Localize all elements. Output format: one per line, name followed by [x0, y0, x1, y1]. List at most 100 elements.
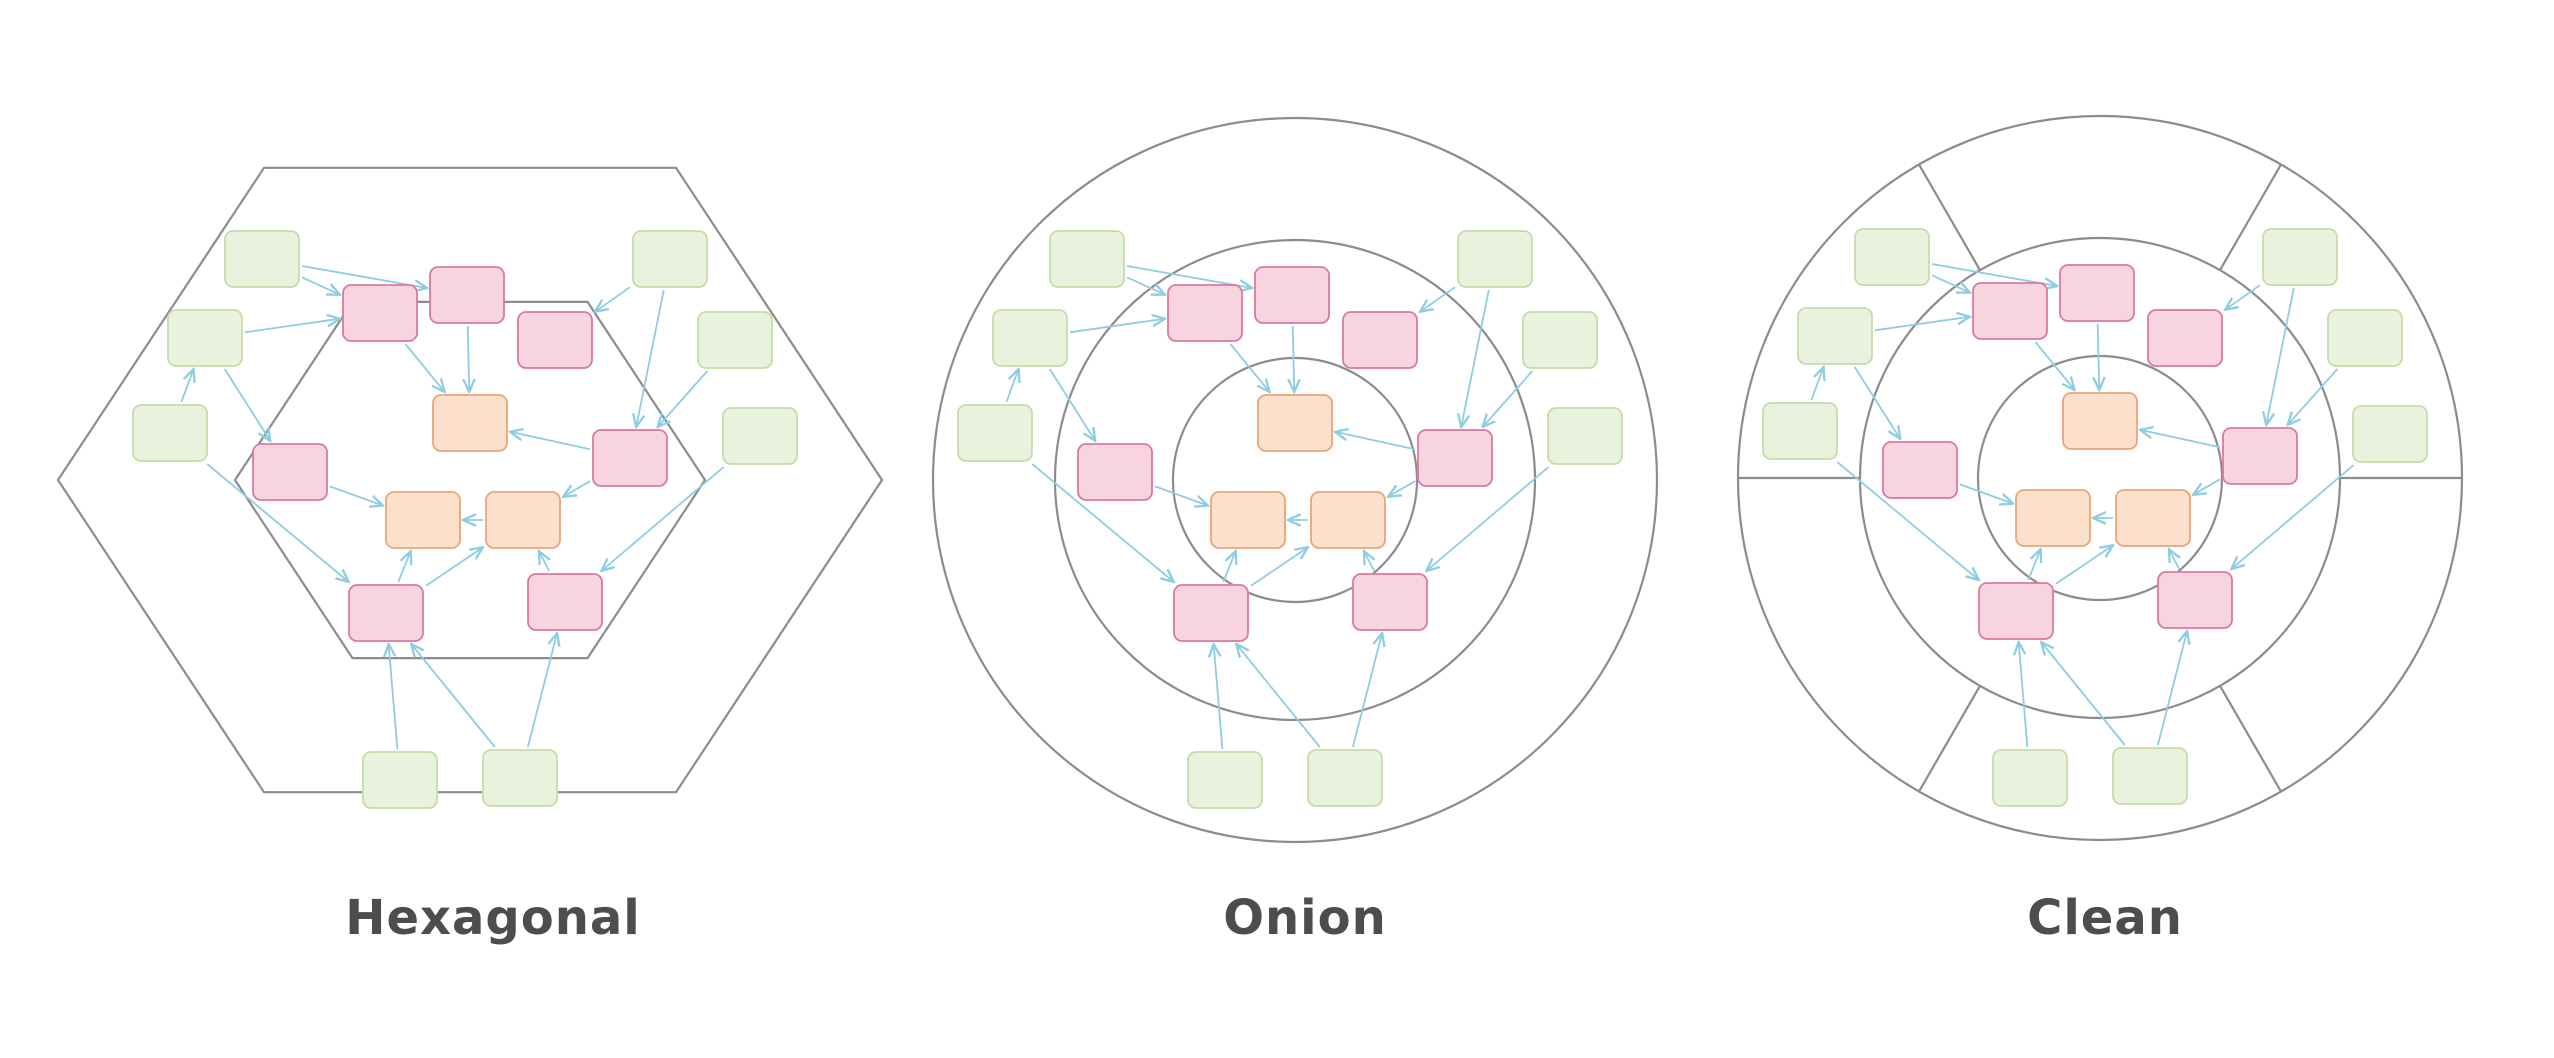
dependency-arrow: [2193, 478, 2221, 495]
service-box: [252, 443, 328, 501]
dependency-arrow: [1069, 319, 1165, 334]
dependency-arrow: [1229, 343, 1269, 392]
dependency-arrow: [1836, 461, 1979, 580]
dependency-arrow: [1293, 325, 1295, 392]
hexagonal-diagram: [56, 166, 884, 809]
service-box: [2147, 309, 2223, 367]
adapter-box: [2262, 228, 2338, 286]
dependency-arrow: [397, 551, 410, 583]
inner-ring: [1171, 356, 1419, 604]
adapter-box: [1049, 230, 1125, 288]
dependency-arrow: [658, 370, 709, 427]
dependency-arrow: [601, 466, 725, 571]
dependency-arrow: [1426, 466, 1550, 571]
ring-segment-divider: [1918, 685, 1981, 793]
middle-ring: [1053, 238, 1537, 722]
service-box: [592, 429, 668, 487]
ring-segment-divider: [2219, 163, 2282, 271]
adapter-box: [632, 230, 708, 288]
dependency-arrow: [1236, 644, 1321, 748]
adapter-box: [1187, 751, 1263, 809]
dependency-arrow: [1335, 432, 1416, 451]
service-box: [1972, 282, 2048, 340]
adapter-box: [132, 404, 208, 462]
adapter-box: [1797, 307, 1873, 365]
service-box: [342, 284, 418, 342]
adapter-box: [697, 311, 773, 369]
dependency-arrow: [2288, 368, 2339, 425]
dependency-arrow: [1364, 551, 1374, 572]
dependency-arrow: [1874, 317, 1970, 332]
dependency-arrow: [1959, 483, 2013, 503]
dependency-arrow: [539, 551, 549, 572]
dependency-arrow: [595, 286, 631, 312]
domain-box: [1257, 394, 1333, 452]
dependency-arrow: [636, 289, 665, 427]
adapter-box: [224, 230, 300, 288]
dependency-arrow: [2225, 284, 2261, 310]
service-box: [1352, 573, 1428, 631]
service-box: [348, 584, 424, 642]
dependency-arrow: [2019, 642, 2029, 748]
dependency-arrow: [468, 325, 470, 392]
service-box: [2222, 427, 2298, 485]
domain-box: [2062, 392, 2138, 450]
service-box: [517, 311, 593, 369]
dependency-arrow: [2027, 549, 2040, 581]
dependency-arrow: [2034, 341, 2074, 390]
adapter-box: [1547, 407, 1623, 465]
domain-box: [485, 491, 561, 549]
adapter-box: [1522, 311, 1598, 369]
dependency-arrow: [206, 463, 349, 582]
service-box: [1254, 266, 1330, 324]
dependency-arrow: [1931, 274, 1970, 292]
service-box: [1077, 443, 1153, 501]
dependency-arrow: [1810, 367, 1823, 401]
adapter-box: [2327, 309, 2403, 367]
dependency-arrow: [2169, 549, 2179, 570]
dependency-arrow: [1483, 370, 1534, 427]
ring-segment-divider: [2219, 685, 2282, 793]
dependency-arrow: [1048, 368, 1096, 441]
domain-box: [432, 394, 508, 452]
adapter-box: [957, 404, 1033, 462]
dependency-arrow: [510, 432, 591, 451]
dependency-arrow: [1461, 289, 1490, 427]
onion-caption: Onion: [1223, 890, 1387, 946]
dependency-arrow: [1031, 463, 1174, 582]
service-box: [1417, 429, 1493, 487]
dependency-arrow: [1853, 366, 1901, 439]
outer-ring: [931, 116, 1659, 844]
adapter-box: [992, 309, 1068, 367]
dependency-arrow: [2098, 323, 2100, 390]
dependency-arrow: [1222, 551, 1235, 583]
dependency-arrow: [1005, 369, 1018, 403]
dependency-arrow: [2041, 642, 2126, 746]
inner-hexagon: [233, 300, 707, 660]
onion-diagram: [931, 116, 1659, 844]
service-box: [1882, 441, 1958, 499]
adapter-box: [1457, 230, 1533, 288]
ring-segment-divider: [1918, 163, 1981, 271]
adapter-box: [482, 749, 558, 807]
adapter-box: [2112, 747, 2188, 805]
dependency-arrow: [411, 644, 496, 748]
adapter-box: [1992, 749, 2068, 807]
dependency-arrow: [1420, 286, 1456, 312]
dependency-arrow: [2140, 430, 2221, 449]
service-box: [1173, 584, 1249, 642]
dependency-arrow: [2266, 287, 2295, 425]
adapter-box: [167, 309, 243, 367]
dependency-arrow: [563, 480, 591, 497]
domain-box: [1210, 491, 1286, 549]
domain-box: [385, 491, 461, 549]
adapter-box: [362, 751, 438, 809]
dependency-arrow: [404, 343, 444, 392]
clean-caption: Clean: [2027, 890, 2183, 946]
service-box: [429, 266, 505, 324]
service-box: [2157, 571, 2233, 629]
dependency-arrow: [180, 369, 193, 403]
dependency-arrow: [301, 276, 340, 294]
clean-diagram: [1736, 114, 2464, 842]
